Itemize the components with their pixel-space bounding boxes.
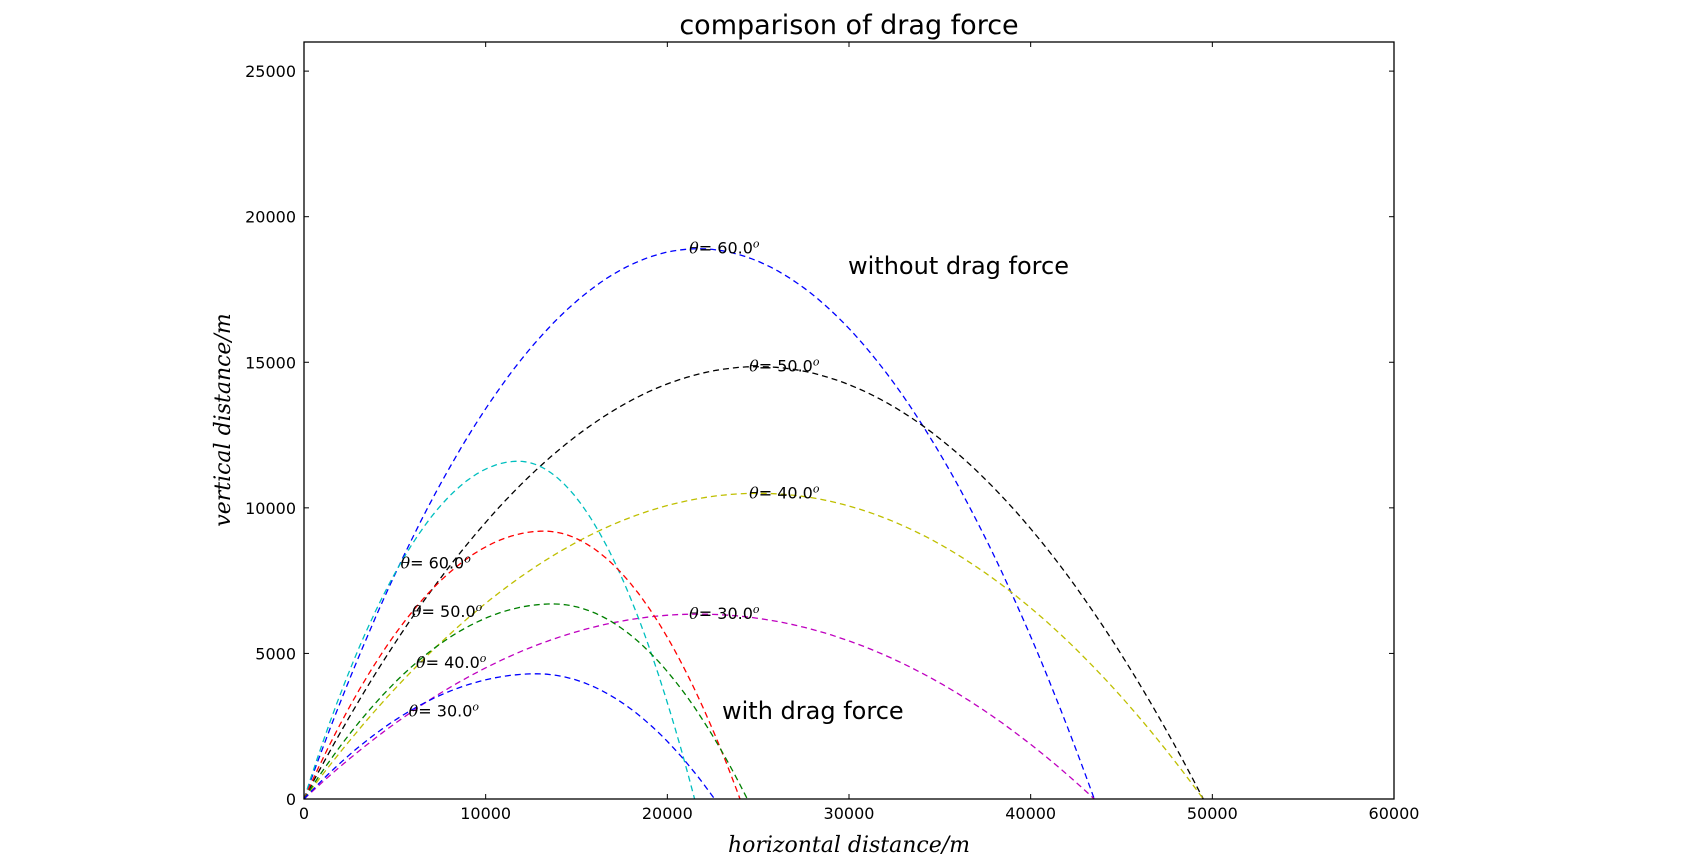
y-tick-label: 20000 xyxy=(245,208,296,227)
x-tick-label: 0 xyxy=(299,804,309,823)
trajectory-line-with-4 xyxy=(303,460,696,800)
x-tick-label: 20000 xyxy=(642,804,693,823)
angle-label-without-0: θ= 60.0o xyxy=(689,238,760,258)
degree-symbol: o xyxy=(480,652,487,665)
angle-label-with-7: θ= 30.0o xyxy=(409,701,480,721)
theta-symbol: θ xyxy=(749,483,759,502)
theta-symbol: θ xyxy=(409,702,419,721)
degree-symbol: o xyxy=(464,552,471,565)
degree-symbol: o xyxy=(472,701,479,714)
angle-label-with-4: θ= 60.0o xyxy=(400,552,471,572)
theta-symbol: θ xyxy=(749,357,759,376)
x-tick-label: 30000 xyxy=(824,804,875,823)
trajectory-line-with-7 xyxy=(303,673,716,800)
angle-label-without-2: θ= 40.0o xyxy=(749,482,820,502)
theta-symbol: θ xyxy=(689,239,699,258)
degree-symbol: o xyxy=(813,356,820,369)
x-tick-label: 50000 xyxy=(1187,804,1238,823)
degree-symbol: o xyxy=(813,482,820,495)
angle-label-without-1: θ= 50.0o xyxy=(749,356,820,376)
angle-label-with-5: θ= 50.0o xyxy=(412,601,483,621)
angle-label-without-3: θ= 30.0o xyxy=(689,603,760,623)
x-axis-label: horizontal distance/m xyxy=(728,833,970,858)
degree-symbol: o xyxy=(753,603,760,616)
trajectory-line-without-1 xyxy=(303,366,1204,800)
y-tick-label: 5000 xyxy=(255,644,296,663)
trajectory-line-without-2 xyxy=(303,492,1204,800)
axis-ticks: 0 10000 20000 30000 40000 50000 60000 0 5000 1000… xyxy=(245,42,1419,823)
chart-title: comparison of drag force xyxy=(679,10,1018,41)
angle-value: = 60.0 xyxy=(699,239,753,258)
angle-value: = 30.0 xyxy=(699,604,753,623)
trajectory-line-with-5 xyxy=(303,530,741,800)
theta-symbol: θ xyxy=(689,604,699,623)
degree-symbol: o xyxy=(476,601,483,614)
angle-value: = 40.0 xyxy=(759,483,813,502)
y-tick-label: 10000 xyxy=(245,499,296,518)
x-tick-label: 40000 xyxy=(1005,804,1056,823)
y-tick-label: 25000 xyxy=(245,62,296,81)
angle-value: = 60.0 xyxy=(410,553,464,572)
degree-symbol: o xyxy=(753,238,760,251)
angle-label-with-6: θ= 40.0o xyxy=(416,652,487,672)
angle-value: = 50.0 xyxy=(759,357,813,376)
theta-symbol: θ xyxy=(416,653,426,672)
theta-symbol: θ xyxy=(412,602,422,621)
trajectory-line-with-6 xyxy=(303,603,748,800)
angle-labels: θ= 60.0oθ= 50.0oθ= 40.0oθ= 30.0oθ= 60.0o… xyxy=(400,238,819,721)
theta-symbol: θ xyxy=(400,553,410,572)
series-layer xyxy=(303,248,1204,800)
annotation-without-drag: without drag force xyxy=(848,252,1069,280)
trajectory-line-without-0 xyxy=(303,248,1095,800)
y-tick-label: 15000 xyxy=(245,353,296,372)
y-tick-label: 0 xyxy=(286,790,296,809)
y-axis-label: vertical distance/m xyxy=(211,313,236,526)
x-tick-label: 10000 xyxy=(460,804,511,823)
angle-value: = 40.0 xyxy=(426,653,480,672)
angle-value: = 30.0 xyxy=(418,702,472,721)
x-tick-label: 60000 xyxy=(1369,804,1420,823)
angle-value: = 50.0 xyxy=(422,602,476,621)
annotation-with-drag: with drag force xyxy=(722,697,904,725)
